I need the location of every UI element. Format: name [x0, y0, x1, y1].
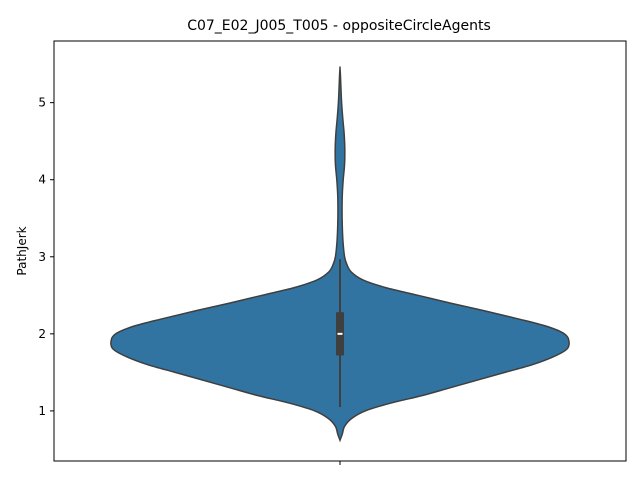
y-axis-label: PathJerk: [15, 226, 29, 275]
chart-title: C07_E02_J005_T005 - oppositeCircleAgents: [187, 18, 491, 34]
y-tick-label: 5: [38, 96, 46, 110]
violin-body: [110, 66, 570, 443]
y-tick-label: 3: [38, 250, 46, 264]
plot-area: [110, 66, 570, 443]
axes: 1 2 3 4 5: [38, 40, 627, 465]
y-tick-label: 2: [38, 327, 46, 341]
y-tick-label: 1: [38, 404, 46, 418]
y-tick-label: 4: [38, 173, 46, 187]
